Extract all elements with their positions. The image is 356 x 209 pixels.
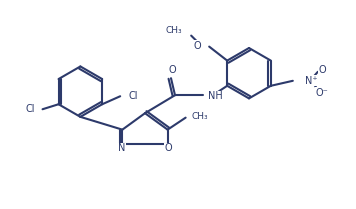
Text: Cl: Cl <box>128 91 138 101</box>
Text: CH₃: CH₃ <box>166 26 182 35</box>
Text: Cl: Cl <box>25 104 35 114</box>
Text: O: O <box>165 143 172 153</box>
Text: NH: NH <box>208 91 223 101</box>
Text: N⁺: N⁺ <box>305 76 318 86</box>
Text: O⁻: O⁻ <box>315 88 328 98</box>
Text: O: O <box>194 41 201 51</box>
Text: CH₃: CH₃ <box>191 112 208 121</box>
Text: O: O <box>318 65 326 75</box>
Text: N: N <box>118 143 125 153</box>
Text: O: O <box>168 65 176 75</box>
